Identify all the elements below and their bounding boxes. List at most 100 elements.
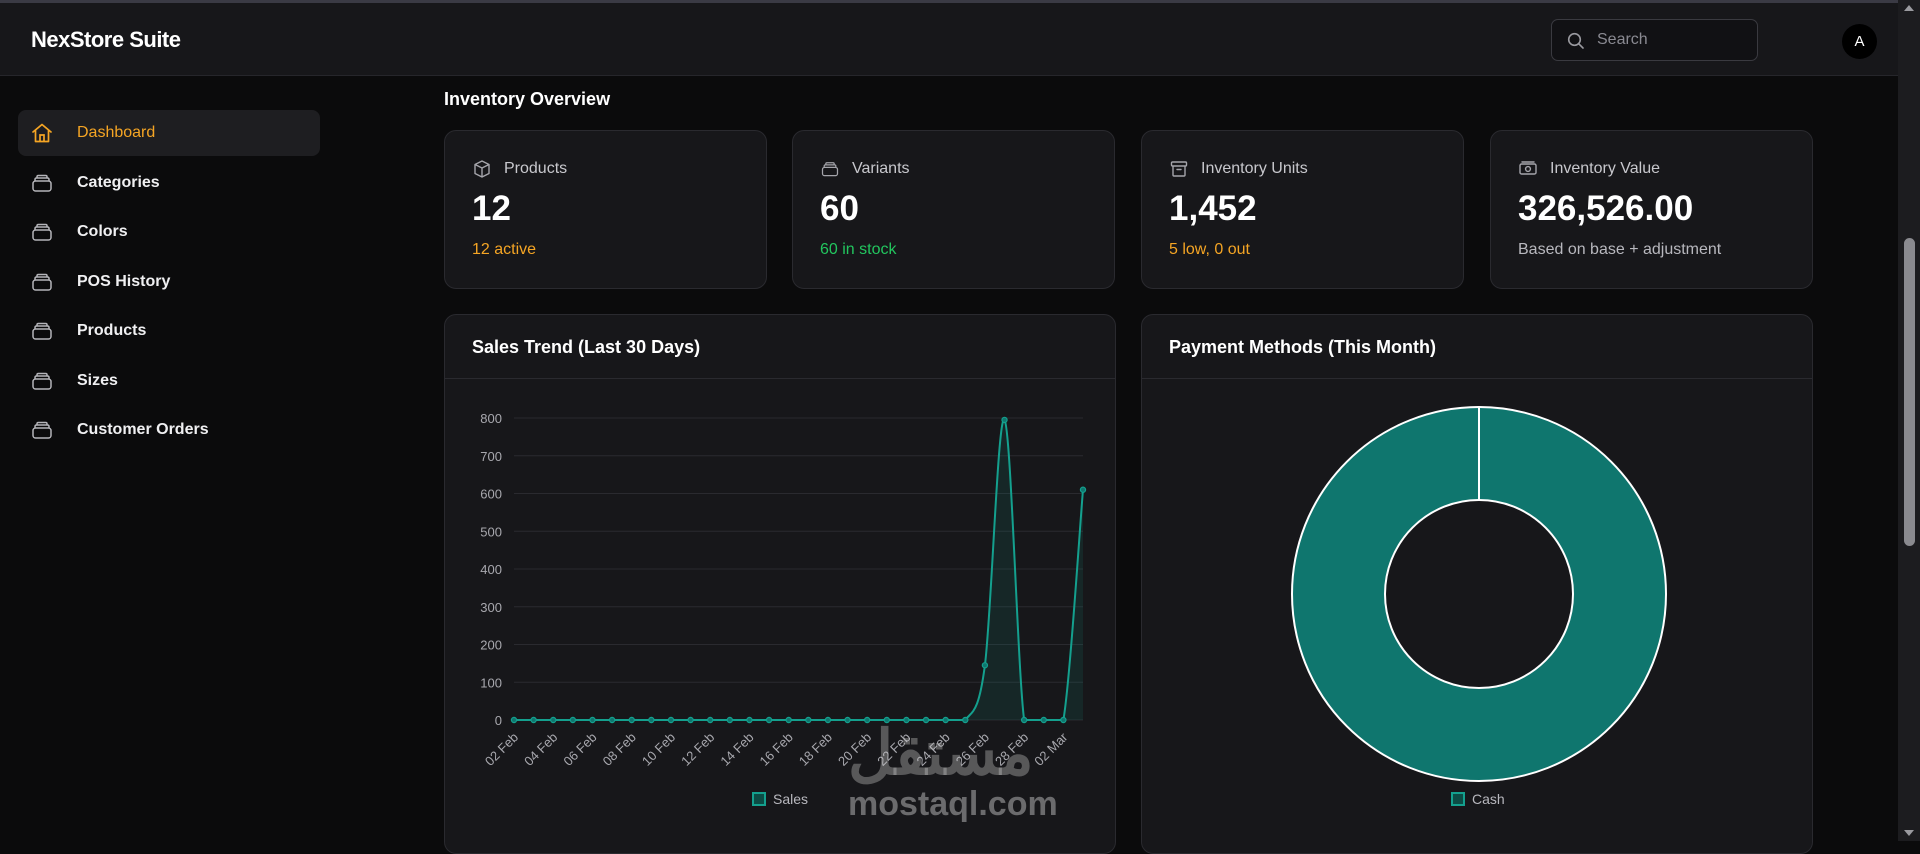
data-point	[962, 716, 969, 724]
data-point	[726, 716, 734, 724]
x-tick-label: 12 Feb	[678, 730, 717, 769]
stat-card-inventory-units: Inventory Units 1,452 5 low, 0 out	[1141, 130, 1464, 289]
scroll-up-arrow-icon[interactable]	[1904, 5, 1914, 11]
sales-trend-panel: Sales Trend (Last 30 Days) 0 100 200 300 400…	[444, 314, 1116, 854]
data-point	[687, 716, 694, 724]
y-tick-label: 200	[480, 638, 502, 653]
data-point	[1060, 716, 1067, 724]
data-point	[883, 716, 890, 724]
slice-inner-border	[1384, 499, 1574, 689]
box-icon	[474, 160, 490, 178]
sidebar-item-dashboard[interactable]: Dashboard	[18, 110, 320, 156]
stack-icon	[32, 223, 52, 241]
data-point	[1079, 486, 1087, 493]
sidebar: Dashboard Categories Colors POS History …	[18, 110, 320, 457]
y-tick-label: 700	[480, 449, 502, 464]
y-tick-label: 600	[480, 487, 502, 502]
panel-title: Payment Methods (This Month)	[1142, 315, 1812, 379]
y-tick-label: 800	[480, 411, 502, 426]
legend-swatch	[1451, 792, 1465, 806]
brand-title: NexStore Suite	[31, 27, 181, 52]
data-point	[608, 716, 616, 724]
y-tick-label: 500	[480, 524, 502, 539]
x-tick-label: 02 Mar	[1031, 729, 1071, 769]
stat-label: Products	[504, 160, 568, 177]
y-tick-label: 400	[480, 562, 502, 577]
data-point	[667, 716, 675, 724]
stack-icon	[32, 322, 52, 340]
y-tick-label: 100	[480, 675, 502, 690]
x-tick-label: 16 Feb	[757, 730, 796, 769]
data-point	[824, 716, 832, 724]
archive-icon	[1170, 161, 1188, 177]
sidebar-item-categories[interactable]: Categories	[18, 160, 320, 206]
sidebar-item-pos-history[interactable]: POS History	[18, 259, 320, 305]
sidebar-item-sizes[interactable]: Sizes	[18, 358, 320, 404]
data-point	[981, 662, 989, 669]
stack-icon	[32, 421, 52, 439]
x-tick-label: 04 Feb	[521, 730, 560, 769]
data-point	[844, 716, 851, 724]
data-point	[530, 716, 537, 724]
section-title: Inventory Overview	[444, 89, 611, 109]
scroll-thumb[interactable]	[1904, 238, 1915, 546]
legend-swatch	[752, 792, 766, 806]
y-tick-label: 300	[480, 600, 502, 615]
data-point	[785, 716, 792, 724]
payment-donut-chart	[1291, 406, 1667, 782]
data-point	[569, 716, 577, 724]
sidebar-item-label: Sizes	[77, 371, 118, 389]
scroll-down-arrow-icon[interactable]	[1904, 830, 1914, 836]
data-point	[1001, 416, 1008, 424]
x-tick-label: 08 Feb	[600, 730, 639, 769]
stat-subtext: 5 low, 0 out	[1169, 241, 1250, 258]
stat-label: Inventory Units	[1201, 160, 1308, 177]
data-point	[863, 716, 871, 724]
stat-card-variants: Variants 60 60 in stock	[792, 130, 1115, 289]
stat-value: 12	[472, 189, 511, 228]
watermark-arabic: مستقل	[848, 719, 1036, 788]
stack-icon	[32, 372, 52, 390]
panel-title: Sales Trend (Last 30 Days)	[445, 315, 1115, 379]
stat-value: 1,452	[1169, 189, 1257, 228]
sidebar-item-label: Customer Orders	[77, 421, 209, 438]
home-icon	[32, 123, 52, 143]
x-tick-label: 18 Feb	[796, 730, 835, 769]
avatar[interactable]: A	[1842, 24, 1877, 59]
sidebar-item-label: Dashboard	[77, 124, 156, 141]
money-icon	[1519, 161, 1537, 175]
data-point	[1020, 716, 1028, 724]
sidebar-item-label: Colors	[77, 223, 128, 240]
search-box[interactable]	[1551, 19, 1758, 61]
stack-icon	[32, 273, 52, 291]
scrollbar[interactable]	[1898, 0, 1920, 841]
data-point	[942, 716, 949, 724]
chart-legend[interactable]: Sales	[752, 791, 808, 807]
x-tick-label: 06 Feb	[560, 730, 599, 769]
search-input[interactable]	[1597, 28, 1747, 52]
sidebar-item-colors[interactable]: Colors	[18, 209, 320, 255]
sidebar-item-label: Categories	[77, 173, 160, 191]
data-point	[628, 716, 635, 724]
stat-label: Inventory Value	[1550, 160, 1660, 177]
data-point	[746, 716, 753, 724]
legend-label: Sales	[773, 791, 809, 807]
sidebar-item-customer-orders[interactable]: Customer Orders	[18, 407, 320, 453]
sidebar-item-products[interactable]: Products	[18, 308, 320, 354]
stack-icon	[821, 162, 839, 177]
chart-legend[interactable]: Cash	[1451, 791, 1505, 807]
data-point	[922, 716, 930, 724]
x-tick-label: 02 Feb	[482, 730, 521, 769]
data-point	[550, 716, 557, 724]
data-point	[589, 716, 596, 724]
stat-subtext: Based on base + adjustment	[1518, 241, 1722, 258]
data-point	[707, 716, 714, 724]
top-bar: NexStore Suite A	[0, 0, 1898, 76]
data-point	[1040, 716, 1047, 724]
search-icon	[1567, 32, 1584, 49]
x-tick-label: 14 Feb	[717, 730, 756, 769]
sales-line-chart: 0 100 200 300 400 500 600 700 800 02 Feb 04 Feb 06 …	[480, 411, 1087, 769]
stat-subtext: 60 in stock	[820, 241, 897, 258]
data-point	[510, 716, 518, 724]
stat-card-products: Products 12 12 active	[444, 130, 767, 289]
